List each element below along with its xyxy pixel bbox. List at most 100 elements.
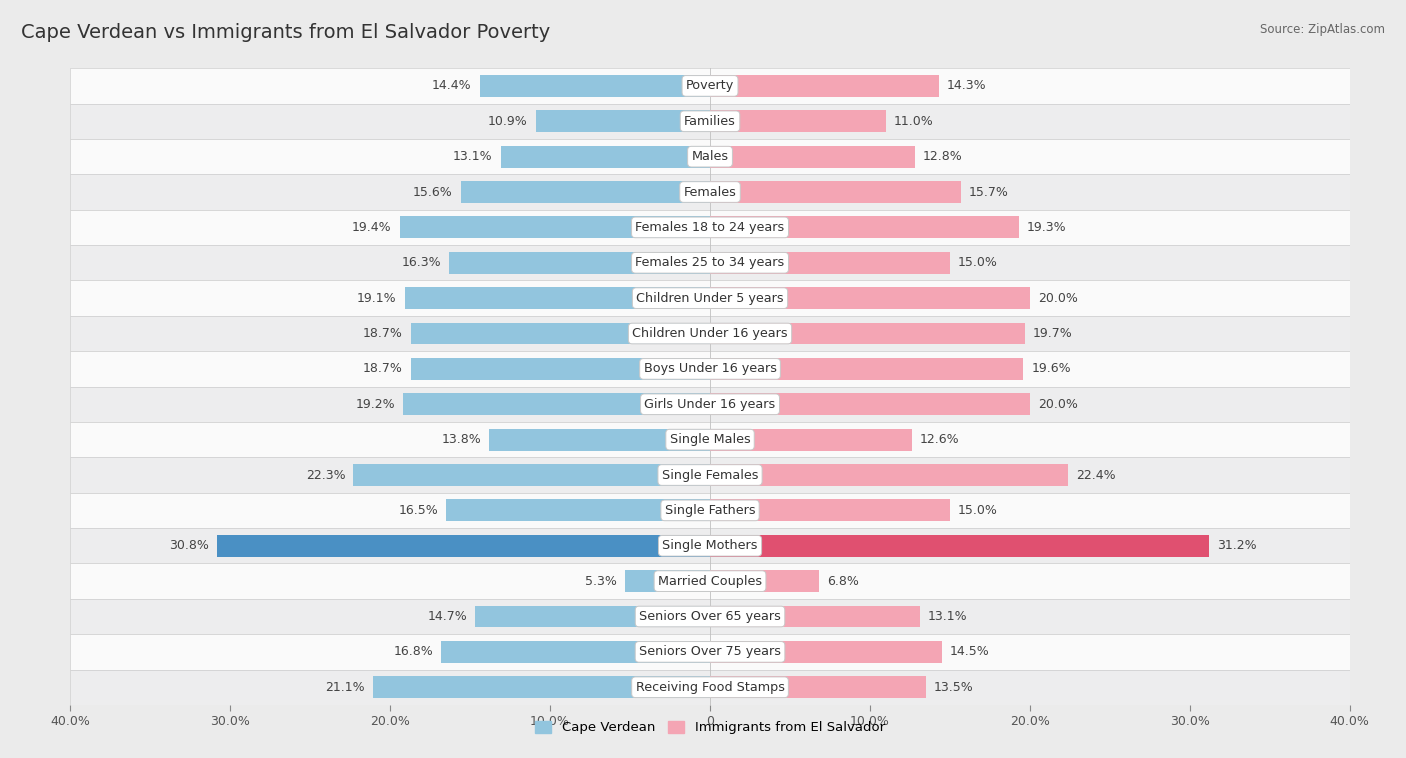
Bar <box>70 493 1350 528</box>
Text: 19.3%: 19.3% <box>1026 221 1066 234</box>
Bar <box>70 280 1350 316</box>
Text: 31.2%: 31.2% <box>1218 539 1257 553</box>
Bar <box>710 181 962 203</box>
Bar <box>710 393 1029 415</box>
Text: Single Females: Single Females <box>662 468 758 481</box>
Bar <box>411 323 710 344</box>
Text: 19.1%: 19.1% <box>357 292 396 305</box>
Bar <box>710 641 942 662</box>
Text: 12.8%: 12.8% <box>922 150 963 163</box>
Text: 22.3%: 22.3% <box>305 468 346 481</box>
Bar <box>501 146 710 168</box>
Bar <box>710 252 950 274</box>
Text: Source: ZipAtlas.com: Source: ZipAtlas.com <box>1260 23 1385 36</box>
Bar <box>710 323 1025 344</box>
Bar <box>70 316 1350 351</box>
Text: 13.5%: 13.5% <box>934 681 974 694</box>
Text: Females: Females <box>683 186 737 199</box>
Text: Poverty: Poverty <box>686 80 734 92</box>
Text: Boys Under 16 years: Boys Under 16 years <box>644 362 776 375</box>
Bar <box>70 174 1350 210</box>
Bar <box>710 217 1019 238</box>
Text: 15.0%: 15.0% <box>957 504 998 517</box>
Bar <box>710 111 886 132</box>
Text: 30.8%: 30.8% <box>170 539 209 553</box>
Bar <box>70 422 1350 457</box>
Bar <box>70 351 1350 387</box>
Text: 20.0%: 20.0% <box>1038 398 1078 411</box>
Text: Single Males: Single Males <box>669 433 751 446</box>
Bar <box>70 457 1350 493</box>
Text: 16.8%: 16.8% <box>394 645 433 659</box>
Text: 13.8%: 13.8% <box>441 433 481 446</box>
Text: Females 25 to 34 years: Females 25 to 34 years <box>636 256 785 269</box>
Legend: Cape Verdean, Immigrants from El Salvador: Cape Verdean, Immigrants from El Salvado… <box>530 716 890 740</box>
Bar <box>710 464 1069 486</box>
Text: 13.1%: 13.1% <box>928 610 967 623</box>
Bar <box>70 245 1350 280</box>
Bar <box>710 535 1209 556</box>
Text: 20.0%: 20.0% <box>1038 292 1078 305</box>
Bar <box>710 146 915 168</box>
Bar <box>461 181 710 203</box>
Bar <box>70 68 1350 104</box>
Bar <box>70 599 1350 634</box>
Bar <box>404 393 710 415</box>
Text: Single Fathers: Single Fathers <box>665 504 755 517</box>
Text: 14.3%: 14.3% <box>946 80 987 92</box>
Text: 19.2%: 19.2% <box>356 398 395 411</box>
Text: 14.5%: 14.5% <box>950 645 990 659</box>
Text: 15.6%: 15.6% <box>413 186 453 199</box>
Bar <box>710 429 911 450</box>
Bar <box>710 287 1029 309</box>
Text: 16.5%: 16.5% <box>398 504 439 517</box>
Text: Receiving Food Stamps: Receiving Food Stamps <box>636 681 785 694</box>
Text: 10.9%: 10.9% <box>488 114 527 128</box>
Bar <box>218 535 710 556</box>
Text: Seniors Over 75 years: Seniors Over 75 years <box>640 645 780 659</box>
Text: 5.3%: 5.3% <box>585 575 617 587</box>
Bar <box>70 139 1350 174</box>
Text: Cape Verdean vs Immigrants from El Salvador Poverty: Cape Verdean vs Immigrants from El Salva… <box>21 23 550 42</box>
Text: Single Mothers: Single Mothers <box>662 539 758 553</box>
Text: 19.6%: 19.6% <box>1032 362 1071 375</box>
Bar <box>405 287 710 309</box>
Bar <box>489 429 710 450</box>
Bar <box>710 358 1024 380</box>
Text: Seniors Over 65 years: Seniors Over 65 years <box>640 610 780 623</box>
Bar <box>70 210 1350 245</box>
Text: 19.4%: 19.4% <box>352 221 392 234</box>
Text: Children Under 5 years: Children Under 5 years <box>637 292 783 305</box>
Bar <box>70 104 1350 139</box>
Text: 16.3%: 16.3% <box>402 256 441 269</box>
Text: 14.7%: 14.7% <box>427 610 467 623</box>
Bar <box>70 387 1350 422</box>
Bar <box>710 500 950 522</box>
Text: Girls Under 16 years: Girls Under 16 years <box>644 398 776 411</box>
Bar <box>70 634 1350 669</box>
Text: 13.1%: 13.1% <box>453 150 492 163</box>
Text: 18.7%: 18.7% <box>363 327 404 340</box>
Bar <box>626 570 710 592</box>
Bar <box>536 111 710 132</box>
Bar <box>446 500 710 522</box>
Text: Married Couples: Married Couples <box>658 575 762 587</box>
Bar <box>710 606 920 628</box>
Text: Males: Males <box>692 150 728 163</box>
Text: 12.6%: 12.6% <box>920 433 959 446</box>
Text: 6.8%: 6.8% <box>827 575 859 587</box>
Text: 18.7%: 18.7% <box>363 362 404 375</box>
Bar <box>710 570 818 592</box>
Bar <box>411 358 710 380</box>
Text: 21.1%: 21.1% <box>325 681 364 694</box>
Text: 15.7%: 15.7% <box>969 186 1010 199</box>
Text: Families: Families <box>685 114 735 128</box>
Bar <box>450 252 710 274</box>
Bar <box>373 676 710 698</box>
Bar <box>475 606 710 628</box>
Bar <box>70 563 1350 599</box>
Text: 14.4%: 14.4% <box>432 80 472 92</box>
Bar <box>70 528 1350 563</box>
Bar <box>353 464 710 486</box>
Text: Children Under 16 years: Children Under 16 years <box>633 327 787 340</box>
